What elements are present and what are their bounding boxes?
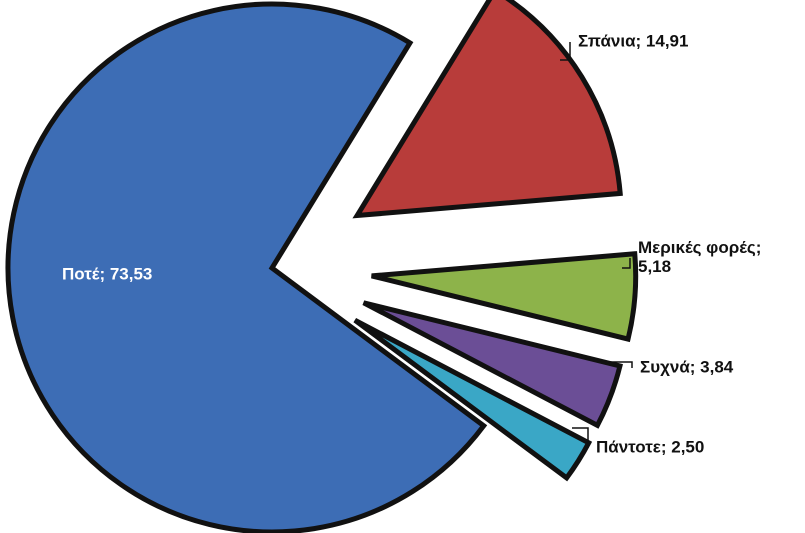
leader-line (572, 427, 589, 448)
data-label: Συχνά; 3,84 (640, 357, 734, 376)
leader-line (622, 258, 631, 269)
data-label: Ποτέ; 73,53 (62, 264, 152, 283)
pie-slice (371, 251, 639, 343)
leader-line (560, 42, 571, 61)
data-label: Σπάνια; 14,91 (578, 31, 688, 50)
data-label: Μερικές φορές; 5,18 (638, 238, 761, 276)
data-label: Πάντοτε; 2,50 (596, 437, 704, 456)
pie-slice (352, 0, 623, 219)
pie-slice (5, 1, 488, 533)
leader-line (608, 361, 633, 368)
pie-slice (362, 300, 623, 429)
label-line: Μερικές φορές; (638, 238, 761, 257)
label-line: 5,18 (638, 257, 671, 276)
